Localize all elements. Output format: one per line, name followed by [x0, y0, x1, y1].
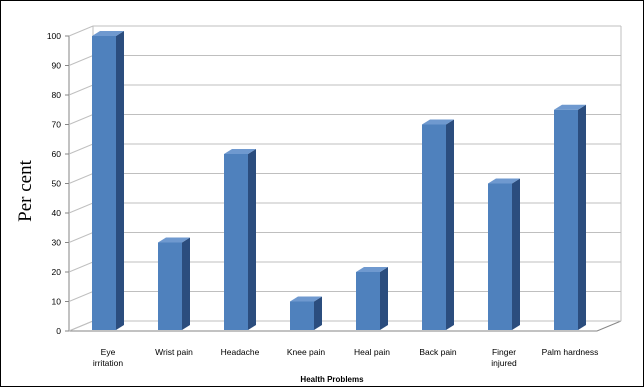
- bar-front: [422, 124, 446, 330]
- bar-front: [158, 242, 182, 330]
- bar-side: [314, 296, 322, 330]
- y-axis-label: Per cent: [15, 159, 36, 221]
- x-category-label-line: irritation: [93, 358, 124, 368]
- bar-top: [158, 237, 190, 243]
- bar-top: [224, 149, 256, 154]
- x-category-label: Knee pain: [287, 347, 326, 357]
- x-category-label: Headache: [221, 347, 260, 357]
- bar: [554, 104, 586, 330]
- x-axis-label: Health Problems: [300, 375, 364, 384]
- y-axis-ticks: 0 10 20 30 40 50 60 70 80 90 100: [47, 31, 69, 336]
- bar-side: [512, 178, 520, 330]
- y-tick-label: 90: [52, 61, 62, 71]
- bar: [422, 119, 454, 330]
- gridline: [68, 291, 621, 302]
- bar-top: [290, 296, 322, 302]
- bar-front: [224, 154, 248, 330]
- bar: [158, 237, 190, 330]
- x-category-label: Heal pain: [354, 347, 390, 357]
- gridline: [68, 84, 621, 96]
- x-category-label-line: injured: [491, 358, 517, 368]
- y-tick-label: 80: [52, 90, 62, 100]
- bar-front: [356, 272, 380, 330]
- x-axis-floor: [69, 320, 622, 332]
- bar-front: [92, 36, 116, 330]
- gridline: [68, 143, 621, 155]
- x-category-label-line: Eye: [101, 347, 116, 357]
- gridline: [68, 173, 621, 184]
- y-tick-label: 10: [52, 297, 62, 307]
- x-category-label: Eye irritation: [93, 347, 124, 368]
- bar-top: [488, 178, 520, 184]
- bar: [224, 149, 256, 330]
- x-category-label: Wrist pain: [155, 347, 193, 357]
- y-tick-label: 70: [52, 120, 62, 130]
- bar: [488, 178, 520, 330]
- bar-front: [290, 301, 314, 330]
- bar-side: [248, 149, 256, 330]
- bar: [92, 31, 124, 330]
- gridlines: [68, 25, 621, 332]
- x-category-label-line: Finger: [492, 347, 516, 357]
- gridline: [68, 114, 621, 125]
- bar-side: [578, 104, 586, 330]
- x-axis-categories: Eye irritation Wrist pain Headache Knee pain…: [93, 347, 598, 368]
- gridline: [68, 202, 621, 214]
- y-tick-label: 40: [52, 208, 62, 218]
- bar-side: [446, 119, 454, 330]
- x-category-label: Palm hardness: [542, 347, 599, 357]
- y-tick-label: 50: [52, 179, 62, 189]
- bar-side: [182, 237, 190, 330]
- bar-side: [380, 267, 388, 330]
- bar: [356, 267, 388, 330]
- y-tick-label: 30: [52, 238, 62, 248]
- bar-top: [92, 31, 124, 36]
- x-category-label: Finger injured: [491, 347, 517, 368]
- bar-front: [554, 109, 578, 330]
- gridline: [68, 320, 621, 332]
- gridline: [68, 25, 621, 37]
- x-category-label: Back pain: [419, 347, 457, 357]
- bar-front: [488, 183, 512, 330]
- bar-top: [422, 119, 454, 125]
- gridline: [68, 55, 621, 66]
- y-tick-label: 0: [56, 326, 61, 336]
- bar-top: [554, 104, 586, 110]
- chart-walls: [68, 26, 622, 332]
- y-tick-label: 20: [52, 267, 62, 277]
- bars: [92, 31, 586, 330]
- y-tick-label: 100: [47, 31, 61, 41]
- bar-top: [356, 267, 388, 272]
- gridline: [68, 232, 621, 243]
- bar: [290, 296, 322, 330]
- y-tick-label: 60: [52, 149, 62, 159]
- bar-side: [116, 31, 124, 330]
- gridline: [68, 261, 621, 273]
